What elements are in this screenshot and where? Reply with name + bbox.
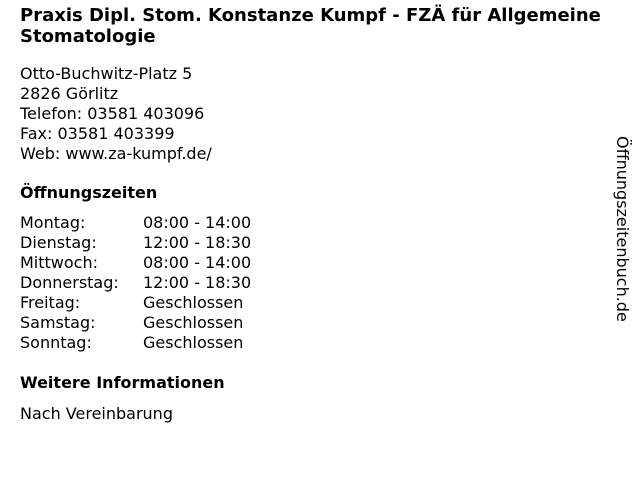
day: Mittwoch: — [20, 253, 98, 272]
hours-heading: Öffnungszeiten — [20, 183, 158, 202]
day: Samstag: — [20, 313, 96, 332]
website: Web: www.za-kumpf.de/ — [20, 144, 212, 163]
time: 08:00 - 14:00 — [143, 253, 252, 272]
time: 08:00 - 14:00 — [143, 213, 252, 232]
address-street: Otto-Buchwitz-Platz 5 — [20, 64, 193, 83]
hours-row: Mittwoch: 08:00 - 14:00 — [20, 253, 251, 273]
time: 12:00 - 18:30 — [143, 233, 252, 252]
day: Sonntag: — [20, 333, 92, 352]
watermark: Öffnungszeitenbuch.de — [613, 136, 632, 322]
time: Geschlossen — [143, 293, 244, 312]
time: 12:00 - 18:30 — [143, 273, 252, 292]
time: Geschlossen — [143, 313, 244, 332]
address-city: 2826 Görlitz — [20, 84, 119, 103]
address-block: Otto-Buchwitz-Platz 5 2826 Görlitz Telef… — [20, 64, 212, 164]
info-heading: Weitere Informationen — [20, 373, 225, 392]
info-text: Nach Vereinbarung — [20, 404, 173, 423]
hours-row: Sonntag: Geschlossen — [20, 333, 251, 353]
day: Dienstag: — [20, 233, 97, 252]
day: Donnerstag: — [20, 273, 119, 292]
day: Freitag: — [20, 293, 81, 312]
hours-row: Dienstag: 12:00 - 18:30 — [20, 233, 251, 253]
phone: Telefon: 03581 403096 — [20, 104, 205, 123]
day: Montag: — [20, 213, 86, 232]
hours-row: Montag: 08:00 - 14:00 — [20, 213, 251, 233]
fax: Fax: 03581 403399 — [20, 124, 175, 143]
page-title: Praxis Dipl. Stom. Konstanze Kumpf - FZÄ… — [20, 5, 601, 47]
hours-row: Freitag: Geschlossen — [20, 293, 251, 313]
hours-row: Samstag: Geschlossen — [20, 313, 251, 333]
hours-row: Donnerstag: 12:00 - 18:30 — [20, 273, 251, 293]
hours-table: Montag: 08:00 - 14:00 Dienstag: 12:00 - 18… — [20, 213, 251, 353]
time: Geschlossen — [143, 333, 244, 352]
